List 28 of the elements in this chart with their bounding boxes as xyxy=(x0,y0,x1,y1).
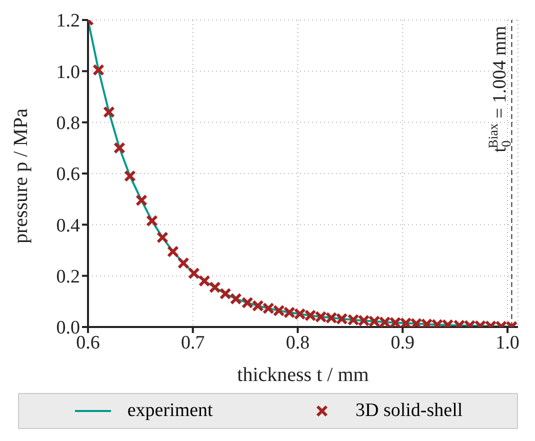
point xyxy=(208,281,221,294)
point xyxy=(102,106,115,118)
x-tick-label: 1.0 xyxy=(496,332,520,354)
y-tick-label: 0.6 xyxy=(56,164,80,186)
y-tick-label: 0.8 xyxy=(56,113,80,134)
legend-label: 3D solid-shell xyxy=(356,400,463,422)
x-tick-label: 0.6 xyxy=(76,332,100,354)
y-axis-title: pressure p / MPa xyxy=(10,108,32,244)
point xyxy=(166,246,179,258)
point xyxy=(124,170,136,182)
point xyxy=(177,257,190,270)
x-axis-title: thickness t / mm xyxy=(237,364,370,386)
point xyxy=(146,214,158,227)
y-tick-label: 0.4 xyxy=(56,215,80,236)
y-tick-label: 1.0 xyxy=(56,62,80,83)
point xyxy=(188,267,200,280)
y-tick-label: 0.2 xyxy=(56,266,80,288)
y-tick-label: 1.2 xyxy=(56,10,80,32)
point xyxy=(113,142,126,154)
x-tick-label: 0.7 xyxy=(181,332,205,354)
point xyxy=(219,288,232,300)
point xyxy=(156,231,168,244)
x-tick-label: 0.9 xyxy=(390,332,415,354)
point xyxy=(92,64,104,76)
x-tick-label: 0.8 xyxy=(286,332,310,354)
point xyxy=(135,194,148,206)
legend-label: experiment xyxy=(127,400,213,422)
point xyxy=(198,274,210,287)
